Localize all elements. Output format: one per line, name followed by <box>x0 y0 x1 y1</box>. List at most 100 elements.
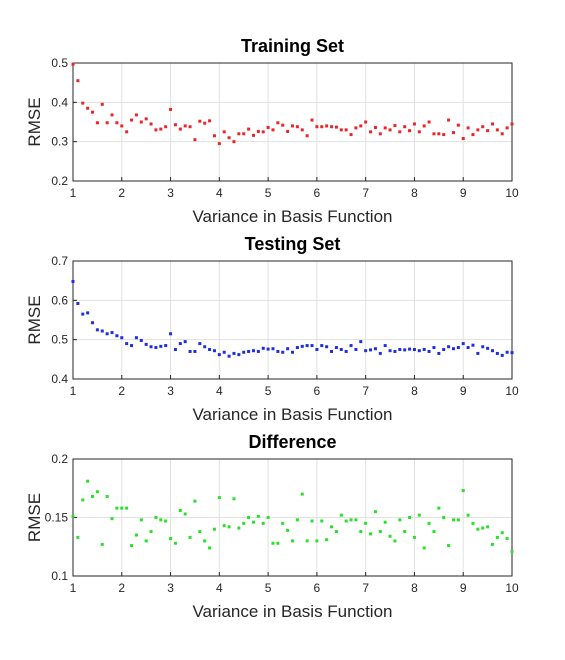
data-point <box>193 138 197 142</box>
data-point <box>95 490 99 494</box>
chart-title: Difference <box>248 432 336 452</box>
data-point <box>183 124 187 128</box>
data-point <box>466 513 470 517</box>
data-point <box>476 527 480 531</box>
x-tick-label: 5 <box>265 186 272 200</box>
data-point <box>369 130 373 134</box>
data-point <box>432 346 436 350</box>
data-point <box>212 349 216 353</box>
data-point <box>266 516 270 519</box>
data-point <box>139 120 143 124</box>
data-point <box>412 535 416 539</box>
data-point <box>388 349 392 353</box>
data-point <box>251 520 255 524</box>
data-point <box>217 496 221 500</box>
data-point <box>490 349 494 353</box>
data-point <box>378 530 382 534</box>
data-point <box>403 348 407 352</box>
data-point <box>481 125 485 129</box>
data-point <box>427 521 431 525</box>
y-tick-label: 0.7 <box>51 254 68 268</box>
data-point <box>291 539 294 543</box>
data-point <box>315 348 319 351</box>
data-point <box>451 131 455 135</box>
data-point <box>359 124 363 128</box>
data-point <box>451 347 455 351</box>
chart-title: Training Set <box>241 36 344 56</box>
data-point <box>310 344 314 348</box>
data-point <box>300 492 304 496</box>
data-point <box>490 542 494 546</box>
data-point <box>247 349 251 353</box>
data-point <box>81 312 85 316</box>
data-point <box>281 350 285 354</box>
data-point <box>369 348 373 352</box>
data-point <box>281 521 285 525</box>
data-point <box>217 353 221 357</box>
data-point <box>183 512 187 516</box>
data-point <box>120 336 124 340</box>
data-point <box>344 128 348 132</box>
x-tick-label: 8 <box>411 186 418 200</box>
x-axis-label: Variance in Basis Function <box>192 405 392 424</box>
x-tick-label: 7 <box>362 384 369 398</box>
data-point <box>86 311 90 315</box>
data-point <box>447 118 451 122</box>
data-point <box>505 350 509 354</box>
data-point <box>203 345 207 349</box>
data-point <box>271 128 275 132</box>
data-point <box>222 524 226 528</box>
data-point <box>300 344 304 348</box>
data-point <box>408 129 412 133</box>
data-point <box>510 122 514 126</box>
data-point <box>154 346 158 350</box>
data-point <box>461 137 465 141</box>
y-axis-label: RMSE <box>25 295 44 344</box>
data-point <box>76 535 80 539</box>
data-point <box>164 125 168 129</box>
data-point <box>242 350 246 354</box>
data-point <box>486 129 490 133</box>
x-tick-label: 10 <box>505 581 519 595</box>
axes-box <box>72 62 513 182</box>
x-tick-label: 1 <box>70 186 77 200</box>
data-point <box>227 136 231 140</box>
data-point <box>154 128 158 132</box>
data-point <box>130 544 134 548</box>
data-point <box>305 539 309 543</box>
data-point <box>408 347 412 351</box>
y-tick-label: 0.6 <box>51 293 68 307</box>
data-point <box>461 342 465 346</box>
data-point <box>222 130 226 134</box>
data-point <box>261 346 265 350</box>
data-point <box>510 351 514 355</box>
chart-panel-3: 1 2 3 4 5 6 7 8 9 10 0.1 0.15 0.2 Difference Variance … <box>25 432 519 621</box>
data-point <box>320 125 324 129</box>
data-point <box>81 498 85 502</box>
x-tick-label: 3 <box>167 581 174 595</box>
y-tick-label: 0.4 <box>51 372 68 386</box>
data-point <box>495 535 499 539</box>
x-axis-label: Variance in Basis Function <box>192 602 392 621</box>
y-tick-label: 0.3 <box>51 135 68 149</box>
data-point <box>198 530 202 534</box>
data-point <box>500 132 504 136</box>
data-point <box>193 349 197 353</box>
data-point <box>383 344 387 348</box>
data-point <box>188 349 192 353</box>
data-point <box>310 118 314 122</box>
data-point <box>237 526 241 530</box>
data-point <box>164 344 168 348</box>
data-point <box>110 331 114 335</box>
x-tick-label: 7 <box>362 581 369 595</box>
data-point <box>344 519 348 523</box>
data-point <box>115 121 119 125</box>
data-point <box>178 342 182 346</box>
data-point <box>339 128 343 132</box>
data-point <box>76 79 80 83</box>
y-tick-label: 0.15 <box>45 511 69 525</box>
data-point <box>403 125 407 129</box>
data-point <box>325 538 329 542</box>
data-point <box>398 518 402 522</box>
data-point <box>173 348 177 351</box>
